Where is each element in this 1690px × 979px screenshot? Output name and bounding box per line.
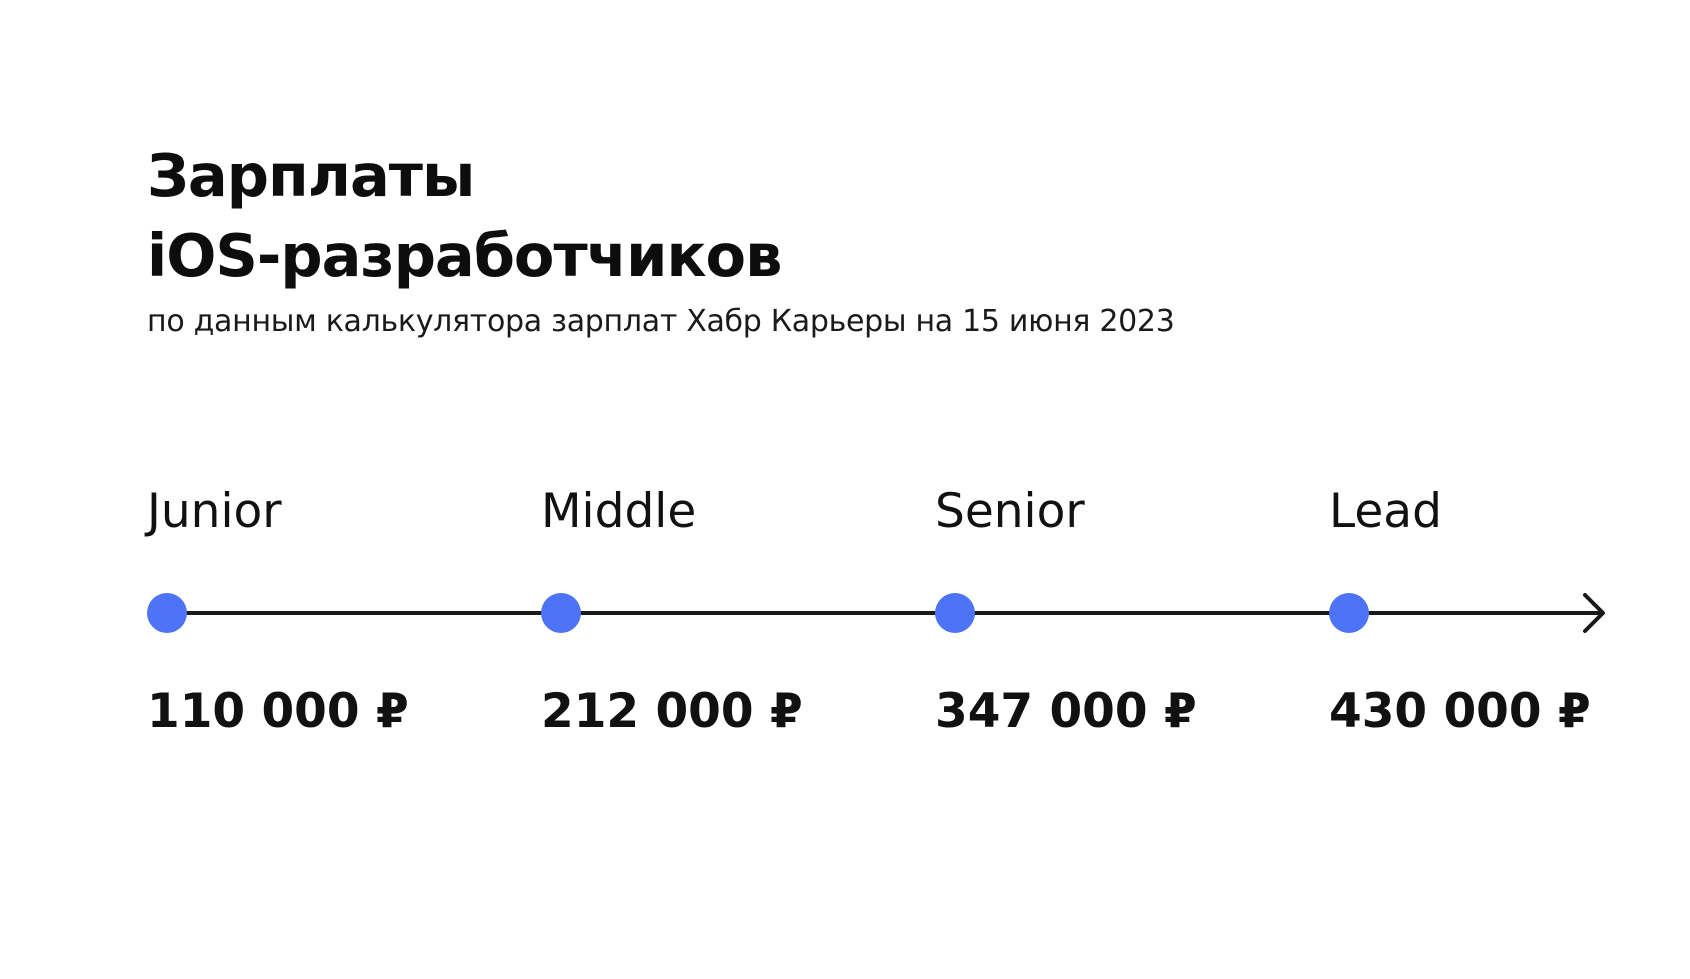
timeline-dot-middle [541,593,581,633]
level-label-middle: Middle [541,484,696,539]
chart-subtitle: по данным калькулятора зарплат Хабр Карь… [147,304,1175,339]
timeline-dot-senior [935,593,975,633]
title-line-1: Зарплаты [147,141,475,210]
timeline-dot-lead [1329,593,1369,633]
level-label-lead: Lead [1329,484,1442,539]
salary-label-lead: 430 000 ₽ [1329,684,1591,739]
level-label-senior: Senior [935,484,1085,539]
level-label-junior: Junior [144,484,282,539]
timeline-arrow-head [1583,593,1605,633]
title-line-2: iOS-разработчиков [147,221,782,290]
salary-label-senior: 347 000 ₽ [935,684,1197,739]
salary-label-middle: 212 000 ₽ [541,684,803,739]
timeline-dot-junior [147,593,187,633]
salary-label-junior: 110 000 ₽ [147,684,409,739]
chart-title: Зарплаты iOS-разработчиков [147,136,782,296]
timeline-marks: Junior 110 000 ₽ Middle 212 000 ₽ Senior 347 … [144,484,1591,739]
